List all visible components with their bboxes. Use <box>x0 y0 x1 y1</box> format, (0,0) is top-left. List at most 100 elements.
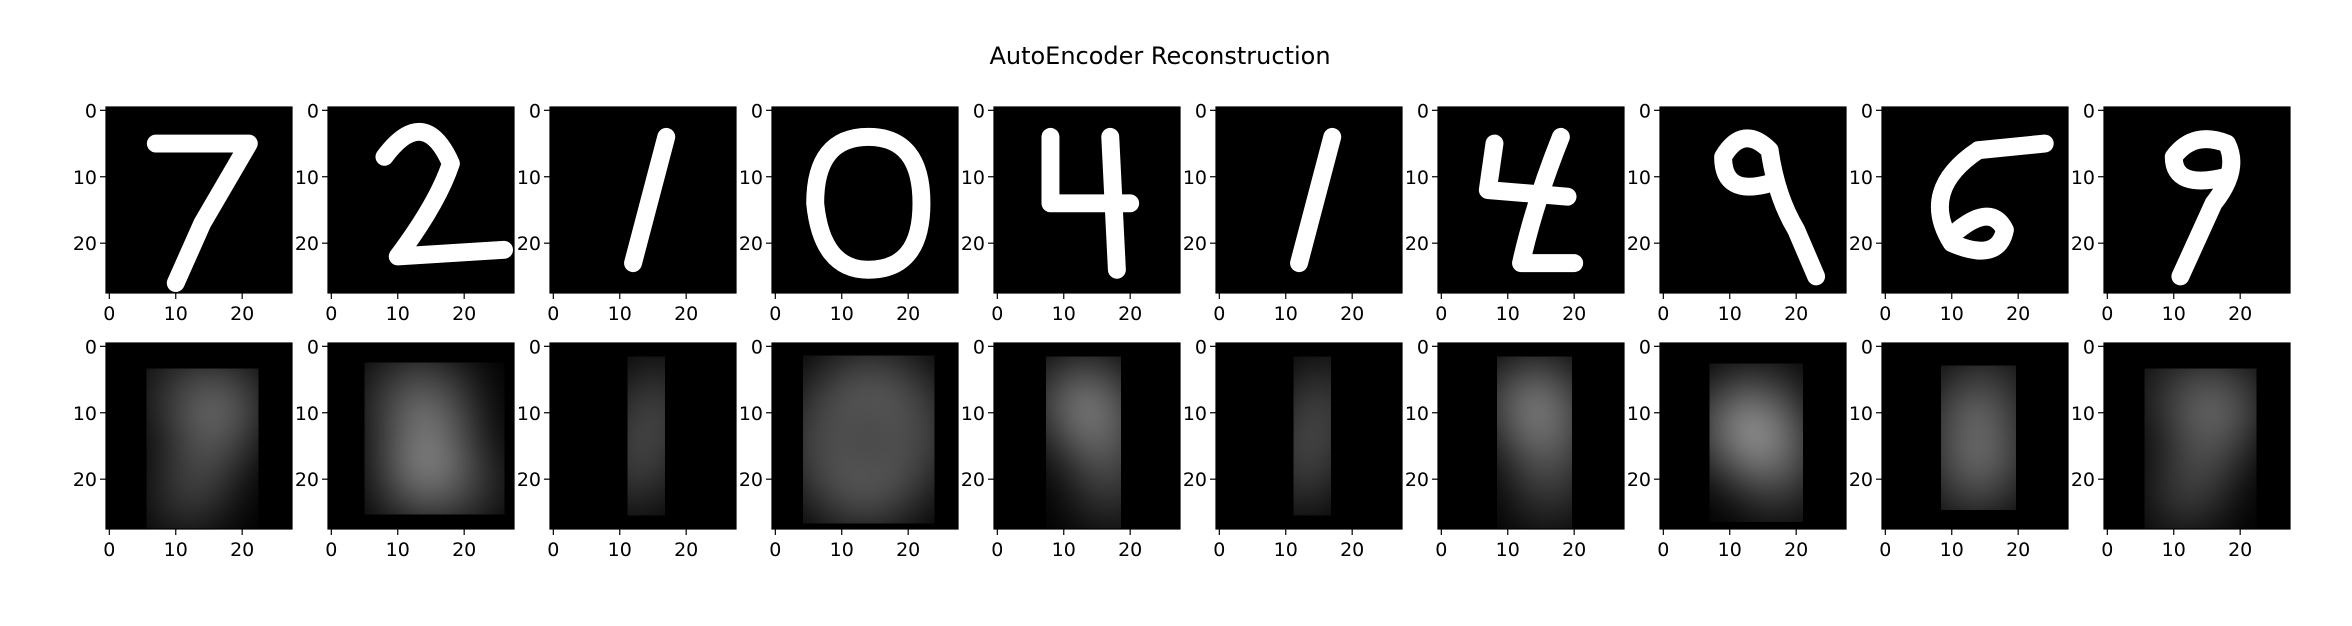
y-tick-label: 10 <box>1627 167 1651 189</box>
axes-frame <box>327 106 515 294</box>
y-tick-label: 20 <box>1405 233 1429 255</box>
x-tick-label: 20 <box>2006 539 2030 561</box>
x-tick-label: 10 <box>1052 539 1076 561</box>
x-tick-label: 0 <box>769 303 781 325</box>
digit-stroke <box>1512 127 1584 273</box>
x-tick-label: 20 <box>1784 303 1808 325</box>
y-tick-label: 20 <box>961 469 985 491</box>
x-tick-label: 20 <box>230 303 254 325</box>
panel-original-3: 0 10 20 0 10 20 <box>517 100 737 325</box>
x-tick-label: 0 <box>325 303 337 325</box>
x-tick-label: 20 <box>674 303 698 325</box>
y-tick-label: 10 <box>517 403 541 425</box>
x-tick-label: 10 <box>164 539 188 561</box>
panel-original-6: 0 10 20 0 10 20 <box>1183 100 1403 325</box>
axes-frame <box>1437 342 1625 530</box>
y-tick-label: 20 <box>517 469 541 491</box>
image-background <box>1882 107 2068 293</box>
y-tick-label: 0 <box>1195 100 1207 122</box>
y-tick-label: 10 <box>295 167 319 189</box>
y-tick-label: 20 <box>73 469 97 491</box>
digit-stroke <box>1940 374 2017 501</box>
digit-stroke <box>151 381 254 524</box>
x-tick-label: 20 <box>674 539 698 561</box>
panel-original-9: 0 10 20 0 10 20 <box>1849 100 2069 325</box>
axes-frame <box>1215 106 1403 294</box>
axes-frame <box>1881 106 2069 294</box>
axes-frame <box>1881 342 2069 530</box>
digit-7-mark <box>146 134 258 293</box>
y-tick-label: 0 <box>85 100 97 122</box>
x-tick-label: 0 <box>1879 303 1891 325</box>
y-tick-label: 0 <box>1417 100 1429 122</box>
panel-reconstruction-8: 0 10 20 0 10 20 <box>1627 336 1847 561</box>
panel-original-7: 0 10 20 0 10 20 <box>1405 100 1625 325</box>
y-tick-label: 10 <box>961 403 985 425</box>
digit-stroke <box>1536 374 1566 518</box>
panel-reconstruction-3: 0 10 20 0 10 20 <box>517 336 737 561</box>
panel-reconstruction-4: 0 10 20 0 10 20 <box>739 336 959 561</box>
digit-4-mark <box>1711 374 1801 511</box>
x-tick-label: 10 <box>830 539 854 561</box>
y-tick-label: 20 <box>739 233 763 255</box>
digit-stroke <box>1714 129 1826 286</box>
y-tick-label: 0 <box>529 100 541 122</box>
x-tick-label: 10 <box>1496 303 1520 325</box>
digit-stroke <box>1287 368 1337 504</box>
x-tick-label: 0 <box>1657 539 1669 561</box>
x-tick-label: 0 <box>547 539 559 561</box>
digit-5-mark <box>1940 374 2017 501</box>
axes-frame <box>1437 106 1625 294</box>
x-tick-label: 0 <box>103 539 115 561</box>
x-tick-label: 0 <box>1435 539 1447 561</box>
digit-4-mark <box>1041 127 1140 279</box>
x-tick-label: 20 <box>1340 539 1364 561</box>
y-tick-label: 20 <box>1183 233 1207 255</box>
x-tick-label: 20 <box>1562 539 1586 561</box>
x-tick-label: 20 <box>896 539 920 561</box>
panel-reconstruction-10: 0 10 20 0 10 20 <box>2071 336 2291 561</box>
digit-2-mark <box>375 122 514 266</box>
x-tick-label: 20 <box>2006 303 2030 325</box>
x-tick-label: 10 <box>164 303 188 325</box>
y-tick-label: 0 <box>751 100 763 122</box>
y-tick-label: 10 <box>739 167 763 189</box>
digit-stroke <box>621 368 671 504</box>
axes-frame <box>771 342 959 530</box>
digit-stroke <box>624 127 676 273</box>
x-tick-label: 0 <box>2101 539 2113 561</box>
axes-frame <box>1215 342 1403 530</box>
y-tick-label: 20 <box>2071 469 2095 491</box>
y-tick-label: 10 <box>1405 167 1429 189</box>
panel-original-8: 0 10 20 0 10 20 <box>1627 100 1847 325</box>
x-tick-label: 10 <box>830 303 854 325</box>
y-tick-label: 0 <box>1417 336 1429 358</box>
y-tick-label: 0 <box>85 336 97 358</box>
y-tick-label: 10 <box>1405 403 1429 425</box>
figure-title: AutoEncoder Reconstruction <box>989 42 1330 70</box>
x-tick-label: 10 <box>386 539 410 561</box>
digit-stroke <box>1496 370 1573 435</box>
y-tick-label: 10 <box>739 403 763 425</box>
x-tick-label: 10 <box>2162 539 2186 561</box>
y-tick-label: 10 <box>295 403 319 425</box>
digit-4-mark <box>1478 127 1584 273</box>
digit-stroke <box>1930 141 2014 260</box>
y-tick-label: 20 <box>739 469 763 491</box>
digit-stroke <box>399 421 438 504</box>
y-tick-label: 10 <box>73 167 97 189</box>
y-tick-label: 10 <box>1849 403 1873 425</box>
y-tick-label: 0 <box>2083 336 2095 358</box>
digit-1-mark <box>621 368 671 504</box>
y-tick-label: 0 <box>1639 100 1651 122</box>
x-tick-label: 10 <box>608 539 632 561</box>
x-tick-label: 20 <box>1562 303 1586 325</box>
axes-frame <box>549 342 737 530</box>
y-tick-label: 20 <box>1627 233 1651 255</box>
y-tick-label: 0 <box>973 100 985 122</box>
x-tick-label: 20 <box>2228 539 2252 561</box>
y-tick-label: 10 <box>1183 403 1207 425</box>
x-tick-label: 10 <box>1052 303 1076 325</box>
x-tick-label: 20 <box>1784 539 1808 561</box>
